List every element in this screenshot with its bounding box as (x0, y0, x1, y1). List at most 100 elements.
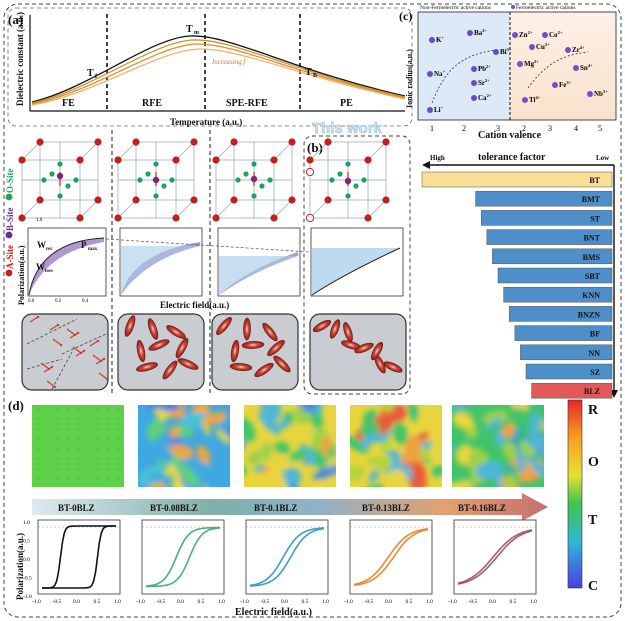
composition-arrow (32, 493, 548, 521)
loop-xtick: 0.0 (73, 599, 80, 605)
outer-frame (3, 3, 622, 618)
colorbar-r: R (588, 403, 599, 418)
fe-ion-0: Zn2+ (512, 30, 533, 39)
cell-tick: 1.0 (36, 218, 43, 223)
pe-curve-4 (311, 247, 401, 296)
svg-text:Li+: Li+ (434, 105, 444, 114)
fe-ion-8: Nb5+ (587, 89, 608, 98)
panel-b-label: (b) (307, 140, 323, 155)
nonfe-ion-5: Sr2+ (471, 78, 490, 87)
colorbar-c: C (588, 579, 598, 594)
loop-xtick: 0.0 (489, 599, 496, 605)
unit-cell-2 (114, 138, 198, 222)
loop-ytick: 0.0 (23, 557, 30, 563)
region-rfe: RFE (142, 98, 162, 109)
colorbar-t: T (588, 513, 598, 528)
nonfe-ion-2: Li+ (427, 105, 444, 114)
loop-xtick: -0.5 (365, 599, 374, 605)
svg-text:Ti4+: Ti4+ (529, 95, 541, 104)
panel-c-label: (c) (399, 9, 412, 23)
panel-d-ylabel: Polarization(a.u.) (15, 533, 25, 600)
svg-text:max: max (88, 247, 98, 252)
fe-ion-2: Cu2+ (529, 42, 550, 51)
tolerance-bar-bnzn: BNZN (508, 306, 613, 322)
tolerance-bar-bnt: BNT (486, 229, 613, 245)
loop-xtick: 1.0 (218, 599, 225, 605)
this-work-frame (303, 135, 411, 395)
domain-box-4 (309, 313, 407, 391)
panel-d-xlabel: Electric field(a.u.) (235, 607, 312, 618)
loop-plot-2: -1.0 -0.5 0.0 0.5 1.0 (136, 519, 225, 605)
loop-xtick: 1.0 (322, 599, 329, 605)
legend-fe: Ferroelectric active cations (516, 5, 576, 11)
tolerance-bar-sbt: SBT (497, 267, 613, 284)
loop-xtick: 0.0 (281, 599, 288, 605)
loop-ytick: -0.5 (23, 576, 32, 582)
loop-branch-up-3 (249, 527, 325, 587)
svg-text:m: m (194, 30, 199, 36)
phase-map-2 (138, 405, 230, 487)
loop-branch-down-2 (145, 526, 220, 587)
tolerance-bar-blz: BLZ (531, 382, 613, 399)
loop-ytick: 0.5 (23, 539, 30, 545)
dielectric-curve-1 (31, 35, 406, 103)
wrec-area-4 (312, 248, 400, 295)
svg-text:A-Site: A-Site (5, 245, 15, 269)
svg-text:Mg2+: Mg2+ (524, 59, 539, 68)
svg-text:T: T (186, 24, 193, 35)
loop-xtick: 0.5 (406, 599, 413, 605)
ion-points: K+ Na+ Li+ Ba2+ Pb2+ Sr2+ Ca2+ Bi3+ Zn2+ Co2+ Cu2+… (427, 28, 608, 114)
panel-b-ylabel: Polarization(a.u.) (17, 245, 26, 305)
svg-text:0.0: 0.0 (28, 299, 35, 304)
svg-text:BT: BT (589, 176, 600, 185)
wrec-area-1 (29, 242, 104, 295)
loop-ytick: -1.0 (23, 594, 32, 600)
nonfe-ion-0: K+ (429, 35, 444, 44)
svg-text:BF: BF (590, 330, 600, 339)
nonfe-ion-1: Na+ (427, 69, 446, 78)
phase-map-4 (350, 405, 442, 487)
wloss-area-1 (29, 238, 104, 295)
svg-text:SBT: SBT (585, 272, 601, 281)
nonfe-ion-4: Pb2+ (471, 64, 491, 73)
phase-maps (32, 405, 544, 487)
svg-text:B-Site: B-Site (5, 207, 15, 231)
trend-curve-right (527, 51, 589, 89)
loop-xtick: -0.5 (261, 599, 270, 605)
fe-ion-4: Zr4+ (565, 45, 585, 54)
svg-text:BNT: BNT (584, 234, 601, 243)
loop-xtick: -1.0 (448, 599, 457, 605)
panel-c-xlabel: Cation valence (478, 130, 542, 141)
loop-xtick: -1.0 (136, 599, 145, 605)
dielectric-curve-3 (31, 43, 406, 105)
tolerance-arrowhead (422, 161, 430, 169)
loop-branch-up-1 (42, 525, 116, 589)
loop-xtick: 0.0 (177, 599, 184, 605)
svg-text:Fe3+: Fe3+ (559, 80, 572, 89)
loop-xtick: 0.5 (94, 599, 101, 605)
svg-text:0.2: 0.2 (55, 299, 62, 304)
svg-text:Pb2+: Pb2+ (478, 64, 491, 73)
svg-text:f: f (95, 74, 98, 80)
sample-label-3: BT-0.1BLZ (254, 503, 297, 513)
pmax-arrow (105, 238, 311, 253)
region-spe-rfe: SPE-RFE (226, 98, 268, 109)
dielectric-curve-4 (31, 48, 406, 106)
svg-text:loss: loss (45, 269, 53, 274)
panel-a-frame (7, 7, 413, 127)
panel-c-ylabel: Ionic radius(a.u.) (405, 49, 414, 108)
region-fe: FE (62, 98, 75, 109)
sample-labels: BT-0BLZ BT-0.08BLZ BT-0.1BLZ BT-0.13BLZ BT-0… (58, 503, 506, 513)
sample-label-2: BT-0.08BLZ (150, 503, 198, 513)
unit-cell-3 (212, 138, 296, 222)
tolerance-bar-bt: BT (421, 171, 613, 188)
svg-text:Bi3+: Bi3+ (500, 47, 512, 56)
loop-plot-3: -1.0 -0.5 0.0 0.5 1.0 (240, 519, 329, 605)
loop-branch-down-3 (249, 527, 325, 587)
domain-box-3 (211, 313, 299, 391)
svg-text:Zn2+: Zn2+ (519, 30, 533, 39)
